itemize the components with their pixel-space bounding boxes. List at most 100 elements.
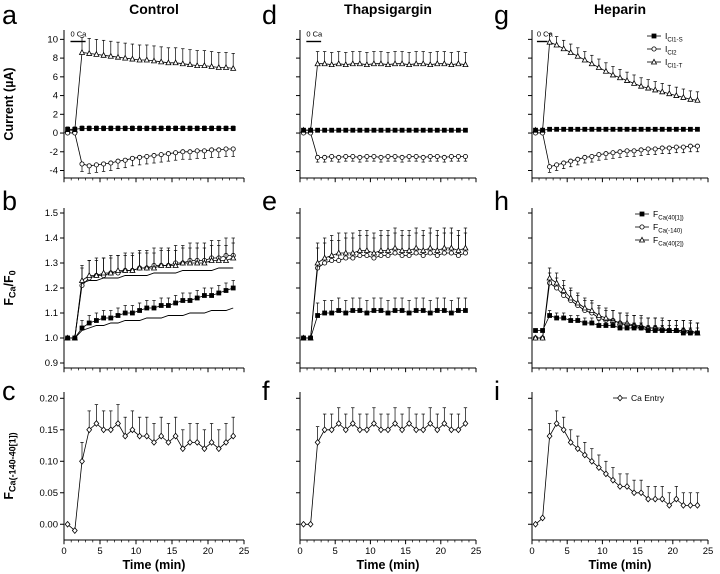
x-tick-label: 20 xyxy=(436,546,447,557)
y-tick-label: 0.20 xyxy=(40,393,59,404)
panel-letter-h: h xyxy=(494,186,509,216)
x-tick-label: 10 xyxy=(365,546,376,557)
series-f-ca-40-1- xyxy=(65,280,236,341)
series-i-cl2 xyxy=(301,130,468,163)
legend-label: Ca Entry xyxy=(631,393,665,403)
axes xyxy=(296,30,477,183)
panel-letter-a: a xyxy=(2,0,18,30)
x-tick-label: 0 xyxy=(529,546,534,557)
y-tick-label: 0.10 xyxy=(40,456,59,467)
axes: 0.9 1.0 1.1 1.2 1.3 1.4 1.5 xyxy=(45,208,245,373)
panel-letter-f: f xyxy=(262,376,270,406)
axes xyxy=(528,30,709,183)
y-axis-label: FCa(-140-40[1]) xyxy=(2,432,18,499)
series-f-ca-40-1- xyxy=(301,297,468,341)
panel-i: i 0 5 10 15 20 25 Time (min) Ca Entry xyxy=(494,376,714,572)
legend-label: FCa(-140) xyxy=(653,222,682,235)
y-tick-label: 4 xyxy=(53,91,58,102)
axes: 0.00 0.05 0.10 0.15 0.20 0 5 10 15 20 25 xyxy=(40,392,250,557)
x-tick-label: 25 xyxy=(471,546,482,557)
panel-b: b 0.9 1.0 1.1 1.2 1.3 1.4 1.5 FCa/F0 xyxy=(2,186,245,373)
y-tick-label: -2 xyxy=(50,147,58,158)
y-axis-label: FCa/F0 xyxy=(2,270,18,305)
series-trace-line-lower xyxy=(67,307,234,339)
series-i-cl1-s xyxy=(301,127,468,133)
legend-label: FCa(40[2]) xyxy=(653,235,684,248)
zero-ca-label: 0 Ca xyxy=(537,30,554,39)
x-axis-label: Time (min) xyxy=(357,558,420,572)
zero-ca-label: 0 Ca xyxy=(70,30,87,39)
y-tick-label: 0.15 xyxy=(40,425,59,436)
y-tick-label: 8 xyxy=(53,53,58,64)
y-tick-label: 6 xyxy=(53,72,58,83)
series-trace-line-upper xyxy=(67,267,234,339)
legend: Ca Entry xyxy=(613,393,665,403)
legend: FCa(40[1])FCa(-140)FCa(40[2]) xyxy=(635,209,684,248)
x-tick-label: 5 xyxy=(333,546,338,557)
x-tick-label: 20 xyxy=(203,546,214,557)
y-tick-label: 1.1 xyxy=(45,308,58,319)
series-i-cl1-s xyxy=(65,125,236,132)
axes: -4 -2 0 2 4 6 8 10 xyxy=(47,30,245,183)
panel-a: a Control -4 -2 0 2 4 6 8 10 Current (µA) 0 Ca xyxy=(2,0,245,183)
x-tick-label: 25 xyxy=(239,546,250,557)
zero-ca-annotation: 0 Ca xyxy=(306,30,323,43)
y-tick-label: 1.3 xyxy=(45,258,58,269)
column-title: Thapsigargin xyxy=(344,1,432,17)
x-tick-label: 5 xyxy=(565,546,570,557)
series-i-cl2 xyxy=(533,130,700,173)
x-tick-label: 15 xyxy=(167,546,178,557)
column-title: Control xyxy=(129,1,179,17)
y-tick-label: 2 xyxy=(53,109,58,120)
panel-letter-e: e xyxy=(262,186,277,216)
x-axis-label: Time (min) xyxy=(589,558,652,572)
axes xyxy=(528,208,709,373)
y-tick-label: 0.05 xyxy=(40,488,59,499)
x-tick-label: 15 xyxy=(632,546,643,557)
y-tick-label: 1.0 xyxy=(45,333,58,344)
panel-letter-d: d xyxy=(262,0,277,30)
legend-label: ICl1-T xyxy=(665,57,683,70)
series-ca-entry xyxy=(532,410,701,528)
panel-letter-c: c xyxy=(2,376,16,406)
x-tick-label: 25 xyxy=(703,546,714,557)
series-f-ca-40-1- xyxy=(533,310,700,336)
panel-h: h FCa(40[1])FCa(-140)FCa(40[2]) xyxy=(494,186,709,373)
zero-ca-annotation: 0 Ca xyxy=(70,30,87,43)
legend-label: ICl2 xyxy=(665,44,677,57)
panel-letter-g: g xyxy=(494,0,509,30)
series-i-cl1-t xyxy=(532,33,701,133)
zero-ca-annotation: 0 Ca xyxy=(537,30,554,43)
x-tick-label: 15 xyxy=(400,546,411,557)
axes xyxy=(296,208,477,373)
series-f-ca-40-2- xyxy=(300,227,469,341)
y-tick-label: 0.9 xyxy=(45,358,58,369)
y-tick-label: 0.00 xyxy=(40,519,59,530)
series-i-cl1-s xyxy=(533,126,700,133)
x-tick-label: 20 xyxy=(668,546,679,557)
x-tick-label: 10 xyxy=(597,546,608,557)
axes: 0 5 10 15 20 25 xyxy=(296,392,481,557)
panel-letter-b: b xyxy=(2,186,17,216)
x-tick-label: 0 xyxy=(297,546,302,557)
legend-label: FCa(40[1]) xyxy=(653,209,684,222)
y-tick-label: 1.2 xyxy=(45,283,58,294)
series-i-cl2 xyxy=(65,130,236,174)
x-tick-label: 10 xyxy=(131,546,142,557)
column-title: Heparin xyxy=(594,1,646,17)
y-tick-label: 0 xyxy=(53,128,58,139)
panel-f: f 0 5 10 15 20 25 Time (min) xyxy=(262,376,481,572)
series-i-cl1-t xyxy=(300,51,469,133)
y-tick-label: 10 xyxy=(47,34,58,45)
zero-ca-label: 0 Ca xyxy=(306,30,323,39)
legend-label: ICl1-S xyxy=(665,31,683,44)
y-axis-label: Current (µA) xyxy=(2,67,16,140)
panel-d: d Thapsigargin 0 Ca xyxy=(262,0,477,183)
panel-letter-i: i xyxy=(494,376,500,406)
x-axis-label: Time (min) xyxy=(123,558,186,572)
panel-c: c 0.00 0.05 0.10 0.15 0.20 0 5 10 15 20 25 FCa(-140-… xyxy=(2,376,250,572)
series-f-ca-140-40-1- xyxy=(64,404,237,534)
x-tick-label: 0 xyxy=(61,546,66,557)
